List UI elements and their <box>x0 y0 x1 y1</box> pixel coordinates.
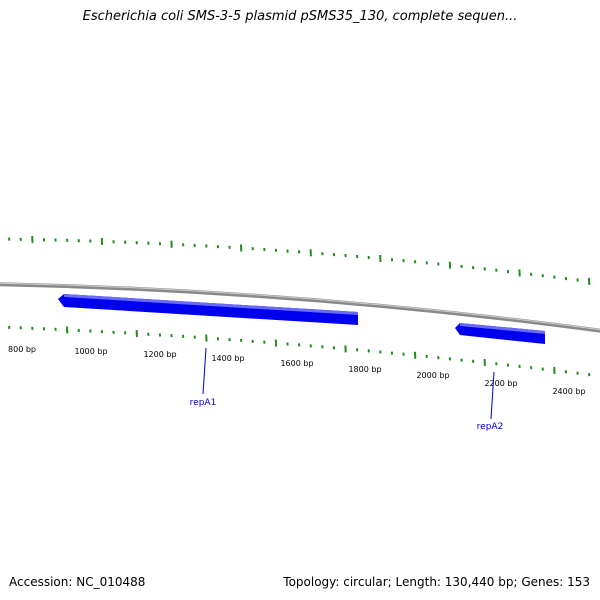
summary-text: Topology: circular; Length: 130,440 bp; … <box>283 575 590 589</box>
scale-label: 1200 bp <box>143 350 176 359</box>
scale-label: 1600 bp <box>280 359 313 368</box>
scale-label: 1000 bp <box>74 347 107 356</box>
gene-label-repa1[interactable]: repA1 <box>190 398 217 408</box>
scale-label: 2400 bp <box>552 387 585 396</box>
scale-label: 800 bp <box>8 345 36 354</box>
scale-labels: 800 bp 1000 bp 1200 bp 1400 bp 1600 bp 1800 b… <box>8 345 586 396</box>
outer-tick-marks <box>9 236 589 285</box>
scale-label: 2200 bp <box>484 379 517 388</box>
gene-repa1-leader <box>203 348 206 394</box>
scale-label: 2000 bp <box>416 371 449 380</box>
accession-text: Accession: NC_010488 <box>9 575 145 589</box>
gene-repa2[interactable]: repA2 <box>455 323 545 432</box>
gene-label-repa2[interactable]: repA2 <box>477 422 504 432</box>
scale-label: 1400 bp <box>211 354 244 363</box>
scale-label: 1800 bp <box>348 365 381 374</box>
